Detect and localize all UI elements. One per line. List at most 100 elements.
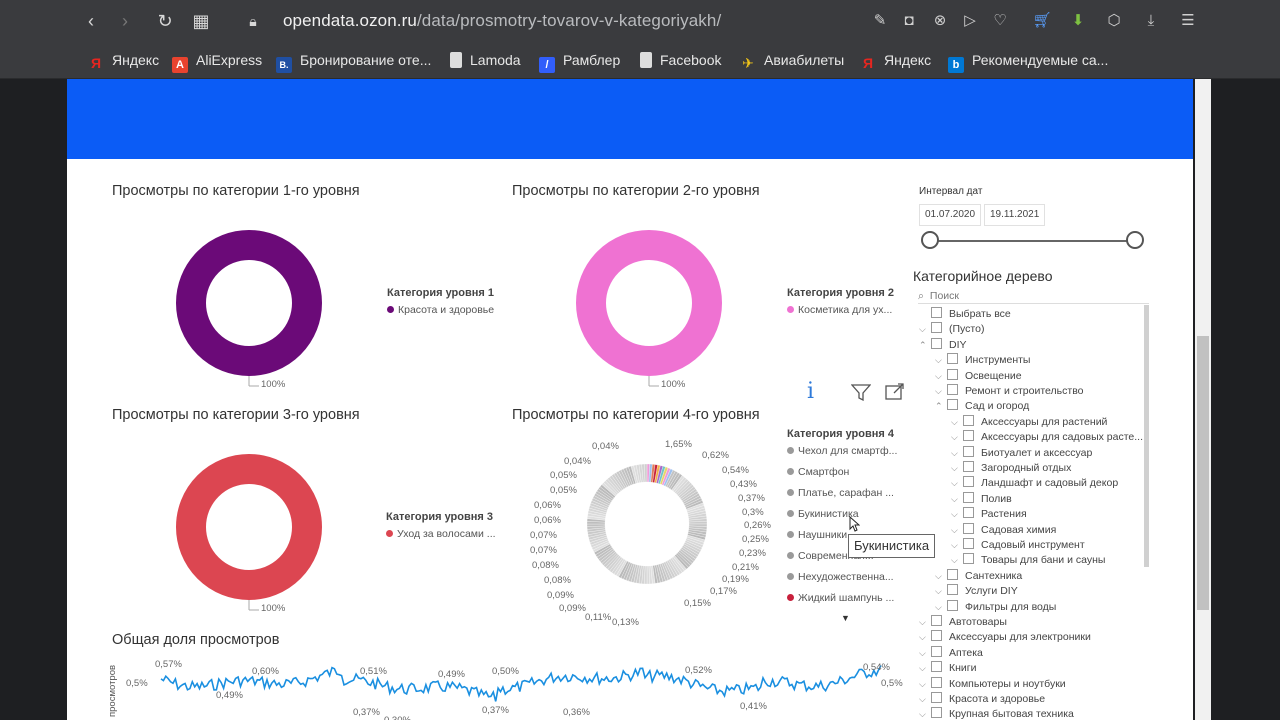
bookmark-aviabilety[interactable]: ✈ Авиабилеты <box>740 51 844 71</box>
tree-checkbox[interactable] <box>947 399 958 411</box>
chevron-icon[interactable]: ⌵ <box>919 324 926 335</box>
tree-checkbox[interactable] <box>963 553 974 565</box>
chart3-donut[interactable] <box>167 445 337 615</box>
tree-item[interactable]: ⌵ Инструменты <box>935 353 1030 367</box>
chevron-icon[interactable]: ⌵ <box>951 478 958 489</box>
forward-icon[interactable]: › <box>122 11 128 31</box>
chevron-icon[interactable]: ⌵ <box>919 617 926 627</box>
tree-checkbox[interactable] <box>963 538 974 549</box>
tree-checkbox[interactable] <box>947 568 958 580</box>
page-scrollbar-thumb[interactable] <box>1197 336 1209 610</box>
chart4-legend-item[interactable]: Жидкий шампунь ... <box>787 592 894 604</box>
chevron-icon[interactable]: ⌵ <box>951 509 958 520</box>
info-icon[interactable]: i <box>807 379 815 404</box>
tree-item[interactable]: ⌵ Аксессуары для электроники <box>919 630 1091 644</box>
tree-item[interactable]: ⌵ (Пусто) <box>919 322 984 336</box>
date-slider-end-handle[interactable] <box>1126 231 1144 249</box>
tree-checkbox[interactable] <box>931 692 942 703</box>
tree-checkbox[interactable] <box>963 507 974 519</box>
tree-item[interactable]: ⌵ Компьютеры и ноутбуки <box>919 676 1066 691</box>
chevron-icon[interactable]: ⌵ <box>951 447 958 458</box>
tree-item[interactable]: ⌵ Полив <box>951 491 1012 506</box>
tree-item[interactable]: ⌵ Крупная бытовая техника <box>919 707 1074 720</box>
tree-checkbox[interactable] <box>947 384 958 395</box>
chevron-icon[interactable]: ⌵ <box>935 570 942 581</box>
bookmark-bing[interactable]: b Рекомендуемые са... <box>948 51 1108 73</box>
chevron-icon[interactable]: ⌵ <box>935 355 942 366</box>
chevron-icon[interactable]: ⌵ <box>951 416 958 427</box>
tree-checkbox[interactable] <box>947 584 958 596</box>
chevron-icon[interactable]: ⌵ <box>935 601 942 612</box>
tree-checkbox[interactable] <box>931 707 942 719</box>
tree-item[interactable]: ⌵ Растения <box>951 507 1027 521</box>
chart4-legend-item[interactable]: Наушники <box>787 529 847 541</box>
date-end-input[interactable]: 19.11.2021 <box>984 204 1046 226</box>
bookmark-facebook[interactable]: Facebook <box>640 51 721 69</box>
tree-item[interactable]: ⌵ Ремонт и строительство <box>935 384 1084 398</box>
chart1-legend-item[interactable]: Красота и здоровье <box>387 304 494 316</box>
chart4-legend-item[interactable]: Смартфон <box>787 466 849 478</box>
tree-scrollbar[interactable] <box>1144 305 1149 567</box>
tree-search-input[interactable]: ⌕ Поиск <box>918 289 1149 304</box>
chevron-icon[interactable]: ⌃ <box>935 401 943 412</box>
chart4-donut[interactable] <box>572 449 722 599</box>
tree-checkbox[interactable] <box>931 337 942 349</box>
chevron-icon[interactable]: ⌵ <box>935 586 942 597</box>
cart-icon[interactable]: 🛒︎ <box>1032 12 1052 29</box>
block-icon[interactable]: ⊗ <box>933 12 947 29</box>
chevron-icon[interactable]: ⌵ <box>951 540 958 550</box>
tree-item[interactable]: ⌵ Аксессуары для садовых расте... <box>951 430 1143 444</box>
chart2-legend-item[interactable]: Косметика для ух... <box>787 304 892 316</box>
tree-item[interactable]: ⌵ Аптека <box>919 645 983 660</box>
tree-item[interactable]: Выбрать все <box>919 307 1011 321</box>
settings-icon[interactable]: ☰ <box>1181 12 1195 29</box>
chevron-icon[interactable]: ⌵ <box>951 524 958 535</box>
tree-checkbox[interactable] <box>931 307 942 318</box>
address-bar[interactable]: opendata.ozon.ru/data/prosmotry-tovarov-… <box>283 11 721 31</box>
tree-item[interactable]: ⌵ Книги <box>919 661 976 675</box>
chart4-legend-item[interactable]: Платье, сарафан ... <box>787 487 894 499</box>
tree-item[interactable]: ⌵ Фильтры для воды <box>935 599 1056 614</box>
bookmark-lamoda[interactable]: Lamoda <box>450 51 521 69</box>
send-icon[interactable]: ▷ <box>964 12 976 29</box>
tree-checkbox[interactable] <box>947 353 958 365</box>
tree-item[interactable]: ⌵ Загородный отдых <box>951 461 1071 475</box>
tree-checkbox[interactable] <box>931 615 942 626</box>
tree-item[interactable]: ⌵ Освещение <box>935 368 1022 383</box>
chevron-icon[interactable]: ⌵ <box>919 663 926 674</box>
tree-item[interactable]: ⌵ Товары для бани и сауны <box>951 553 1105 567</box>
tree-checkbox[interactable] <box>963 491 974 503</box>
date-start-input[interactable]: 01.07.2020 <box>919 204 982 226</box>
download-icon[interactable]: ⤓ <box>1147 12 1155 29</box>
chevron-icon[interactable]: ⌵ <box>919 678 926 689</box>
heart-icon[interactable]: ♡ <box>993 12 1007 29</box>
bookmark-yandex-2[interactable]: Я Яндекс <box>860 51 931 71</box>
tree-item[interactable]: ⌵ Садовый инструмент <box>951 538 1085 552</box>
bookmark-aliexpress[interactable]: A AliExpress <box>172 51 262 73</box>
date-slider-start-handle[interactable] <box>921 231 939 249</box>
line-chart[interactable] <box>155 651 895 720</box>
tree-checkbox[interactable] <box>963 522 974 534</box>
tree-item[interactable]: ⌵ Красота и здоровье <box>919 692 1045 706</box>
chevron-icon[interactable]: ⌵ <box>951 463 958 473</box>
chevron-icon[interactable]: ⌵ <box>919 647 926 658</box>
chevron-icon[interactable]: ⌵ <box>951 493 958 504</box>
tree-checkbox[interactable] <box>963 476 974 488</box>
tree-item[interactable]: ⌵ Услуги DIY <box>935 584 1018 598</box>
bookmark-booking[interactable]: B. Бронирование оте... <box>276 51 431 73</box>
date-slider-track[interactable] <box>931 240 1136 242</box>
chart4-legend-item[interactable]: Букинистика <box>787 508 859 520</box>
chart4-legend-item[interactable]: Чехол для смартф... <box>787 445 897 457</box>
tree-item[interactable]: ⌵ Садовая химия <box>951 522 1056 537</box>
chart3-legend-item[interactable]: Уход за волосами ... <box>386 528 496 540</box>
tree-checkbox[interactable] <box>963 414 974 426</box>
chevron-icon[interactable]: ⌵ <box>919 632 926 643</box>
tree-checkbox[interactable] <box>963 461 974 472</box>
tree-checkbox[interactable] <box>963 430 974 442</box>
chevron-icon[interactable]: ⌃ <box>919 339 927 350</box>
chart4-legend-item[interactable]: Нехудожественна... <box>787 571 894 583</box>
tree-item[interactable]: ⌵ Аксессуары для растений <box>951 414 1107 429</box>
legend-more-icon[interactable]: ▼ <box>841 613 850 623</box>
chevron-icon[interactable]: ⌵ <box>935 370 942 381</box>
chevron-icon[interactable]: ⌵ <box>951 432 958 443</box>
